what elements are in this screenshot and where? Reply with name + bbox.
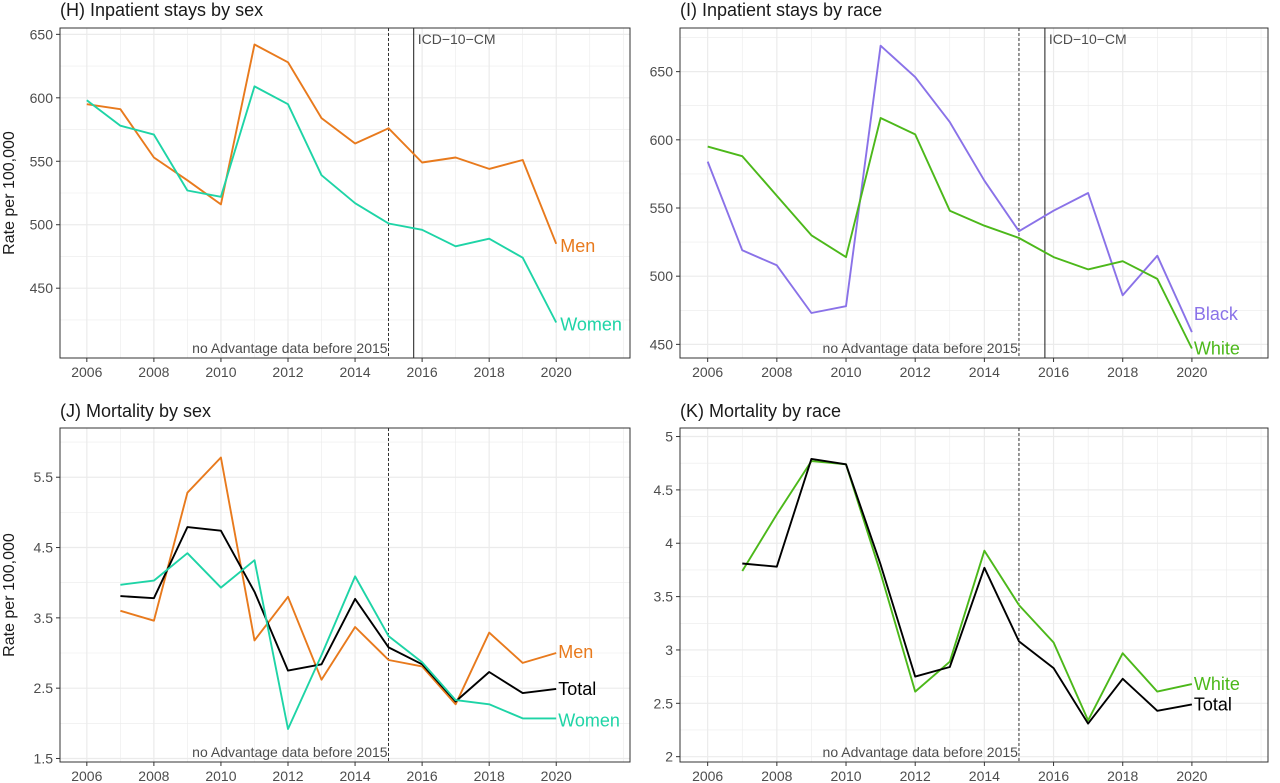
series-label-total: Total — [1194, 694, 1232, 714]
y-tick-label: 450 — [30, 280, 54, 296]
y-tick-label: 650 — [30, 26, 54, 42]
plot-border — [679, 427, 1269, 763]
x-tick-label: 2008 — [761, 364, 792, 380]
x-tick-label: 2006 — [71, 364, 102, 380]
y-tick-label: 4 — [665, 535, 673, 551]
series-label-men: Men — [558, 642, 593, 662]
x-tick-label: 2008 — [138, 768, 169, 783]
x-tick-label: 2012 — [900, 768, 931, 783]
series-line-men — [120, 456, 557, 706]
y-tick-label: 3 — [665, 642, 673, 658]
y-tick-label: 650 — [650, 64, 674, 80]
x-tick-label: 2010 — [830, 768, 861, 783]
x-tick-label: 2014 — [339, 768, 370, 783]
y-tick-label: 600 — [650, 132, 674, 148]
y-tick-label: 2 — [665, 749, 673, 765]
plot-border — [59, 427, 631, 763]
grid — [680, 28, 1268, 358]
x-tick-label: 2016 — [1038, 364, 1069, 380]
y-tick-label: 1.5 — [34, 750, 54, 766]
x-tick-label: 2020 — [1176, 364, 1207, 380]
x-tick-label: 2016 — [407, 364, 438, 380]
x-tick-label: 2016 — [407, 768, 438, 783]
x-tick-label: 2012 — [272, 364, 303, 380]
x-tick-label: 2020 — [541, 364, 572, 380]
plot-border — [679, 27, 1269, 359]
panel-I: ICD−10−CM no Advantage data before 2015 Bl… — [650, 0, 1269, 380]
x-tick-label: 2020 — [1176, 768, 1207, 783]
series-label-black: Black — [1194, 304, 1239, 324]
panel-title: (H) Inpatient stays by sex — [60, 0, 263, 20]
x-tick-label: 2006 — [71, 768, 102, 783]
x-tick-label: 2018 — [474, 768, 505, 783]
panel-title: (I) Inpatient stays by race — [680, 0, 882, 20]
no-advantage-note: no Advantage data before 2015 — [192, 340, 388, 356]
series-line-men — [86, 43, 558, 245]
y-tick-label: 4.5 — [654, 482, 674, 498]
x-tick-label: 2018 — [474, 364, 505, 380]
panel-J: no Advantage data before 2015 Men Total Wom… — [1, 401, 631, 783]
y-tick-label: 600 — [30, 90, 54, 106]
series-label-women: Women — [558, 710, 620, 730]
y-tick-label: 3.5 — [654, 589, 674, 605]
x-tick-label: 2006 — [692, 364, 723, 380]
x-tick-label: 2018 — [1107, 768, 1138, 783]
x-tick-label: 2008 — [761, 768, 792, 783]
y-tick-label: 4.5 — [34, 540, 54, 556]
no-advantage-note: no Advantage data before 2015 — [823, 340, 1019, 356]
x-tick-label: 2012 — [900, 364, 931, 380]
no-advantage-note: no Advantage data before 2015 — [192, 744, 388, 760]
plot-background — [60, 428, 630, 762]
x-tick-label: 2016 — [1038, 768, 1069, 783]
icd10-label: ICD−10−CM — [418, 31, 496, 47]
plot-border — [59, 27, 631, 359]
series-line-women — [120, 552, 557, 730]
x-tick-label: 2010 — [205, 364, 236, 380]
panel-title: (J) Mortality by sex — [60, 401, 211, 421]
y-tick-label: 2.5 — [34, 680, 54, 696]
y-tick-label: 2.5 — [654, 695, 674, 711]
series-label-women: Women — [560, 314, 622, 334]
y-tick-label: 550 — [650, 200, 674, 216]
series-line-white — [741, 460, 1193, 722]
y-axis-label: Rate per 100,000 — [1, 533, 18, 657]
y-tick-label: 500 — [650, 268, 674, 284]
series-line-total — [120, 526, 557, 703]
series-label-white: White — [1194, 674, 1240, 694]
y-tick-label: 550 — [30, 153, 54, 169]
x-tick-label: 2012 — [272, 768, 303, 783]
y-tick-label: 500 — [30, 217, 54, 233]
y-tick-label: 3.5 — [34, 610, 54, 626]
series-label-men: Men — [560, 236, 595, 256]
y-tick-label: 5.5 — [34, 469, 54, 485]
panel-H: ICD−10−CM no Advantage data before 2015 Me… — [1, 0, 631, 380]
x-tick-label: 2018 — [1107, 364, 1138, 380]
series-label-total: Total — [558, 679, 596, 699]
panel-title: (K) Mortality by race — [680, 401, 841, 421]
x-tick-label: 2006 — [692, 768, 723, 783]
x-tick-label: 2010 — [830, 364, 861, 380]
y-tick-label: 5 — [665, 429, 673, 445]
x-tick-label: 2014 — [339, 364, 370, 380]
x-tick-label: 2014 — [969, 364, 1000, 380]
x-tick-label: 2010 — [205, 768, 236, 783]
x-tick-label: 2014 — [969, 768, 1000, 783]
plot-background — [680, 28, 1268, 358]
y-tick-label: 450 — [650, 336, 674, 352]
x-tick-label: 2008 — [138, 364, 169, 380]
series-line-black — [706, 44, 1193, 333]
x-tick-label: 2020 — [541, 768, 572, 783]
series-line-women — [86, 85, 558, 323]
series-label-white: White — [1194, 338, 1240, 358]
no-advantage-note: no Advantage data before 2015 — [823, 744, 1019, 760]
y-axis-label: Rate per 100,000 — [1, 131, 18, 255]
icd10-label: ICD−10−CM — [1049, 31, 1127, 47]
series-line-white — [707, 117, 1193, 349]
series-line-total — [742, 457, 1193, 725]
